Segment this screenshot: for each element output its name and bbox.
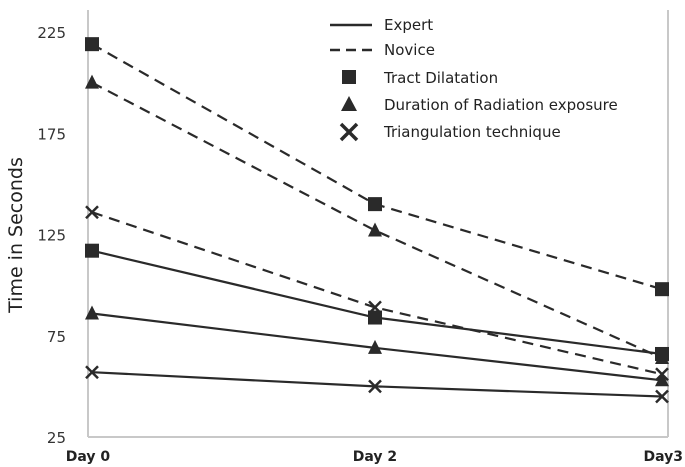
novice-tract-dilatation-point (85, 37, 99, 52)
novice-duration-of-radiation-exposure-point (85, 74, 99, 89)
legend-triangle-marker (341, 96, 357, 111)
novice-duration-of-radiation-exposure-line (91, 81, 663, 360)
expert-duration-of-radiation-exposure-point (368, 339, 382, 354)
x-tick-label: Day 2 (353, 449, 397, 465)
legend-label-triangulation: Triangulation technique (383, 123, 561, 141)
x-tick-labels: Day 0 Day 2 Day3 (66, 449, 683, 465)
legend-label-expert: Expert (384, 16, 433, 34)
novice-tract-dilatation-point (368, 197, 382, 212)
expert-tract-dilatation-line (91, 249, 663, 356)
novice-tract-dilatation-line (91, 43, 663, 291)
expert-duration-of-radiation-exposure-point (655, 372, 669, 387)
x-tick-label: Day 0 (66, 449, 111, 465)
legend-label-novice: Novice (384, 41, 435, 59)
y-axis-title: Time in Seconds (5, 157, 27, 314)
y-tick-label: 25 (47, 429, 66, 447)
y-tick-label: 125 (37, 227, 66, 245)
novice-tract-dilatation-point (655, 282, 669, 297)
y-tick-label: 75 (47, 328, 66, 346)
legend-label-radiation-exposure: Duration of Radiation exposure (384, 96, 618, 114)
expert-tract-dilatation-point (655, 346, 669, 361)
expert-duration-of-radiation-exposure-point (85, 305, 99, 320)
series-layer (85, 37, 669, 404)
expert-triangulation-technique-point (85, 365, 99, 380)
expert-tract-dilatation-point (85, 243, 99, 258)
expert-triangulation-technique-point (655, 389, 669, 404)
y-tick-labels: 225 175 125 75 25 (37, 24, 66, 447)
legend: Expert Novice Tract Dilatation Duration … (330, 16, 618, 142)
novice-duration-of-radiation-exposure-point (368, 222, 382, 237)
y-tick-label: 225 (37, 24, 66, 42)
expert-tract-dilatation-point (368, 310, 382, 325)
y-tick-label: 175 (37, 125, 66, 143)
legend-square-marker (342, 70, 356, 84)
x-tick-label: Day3 (643, 449, 683, 465)
legend-label-tract-dilatation: Tract Dilatation (383, 69, 498, 87)
novice-triangulation-technique-point (85, 205, 99, 220)
legend-x-marker (339, 122, 359, 142)
expert-triangulation-technique-point (368, 379, 382, 394)
